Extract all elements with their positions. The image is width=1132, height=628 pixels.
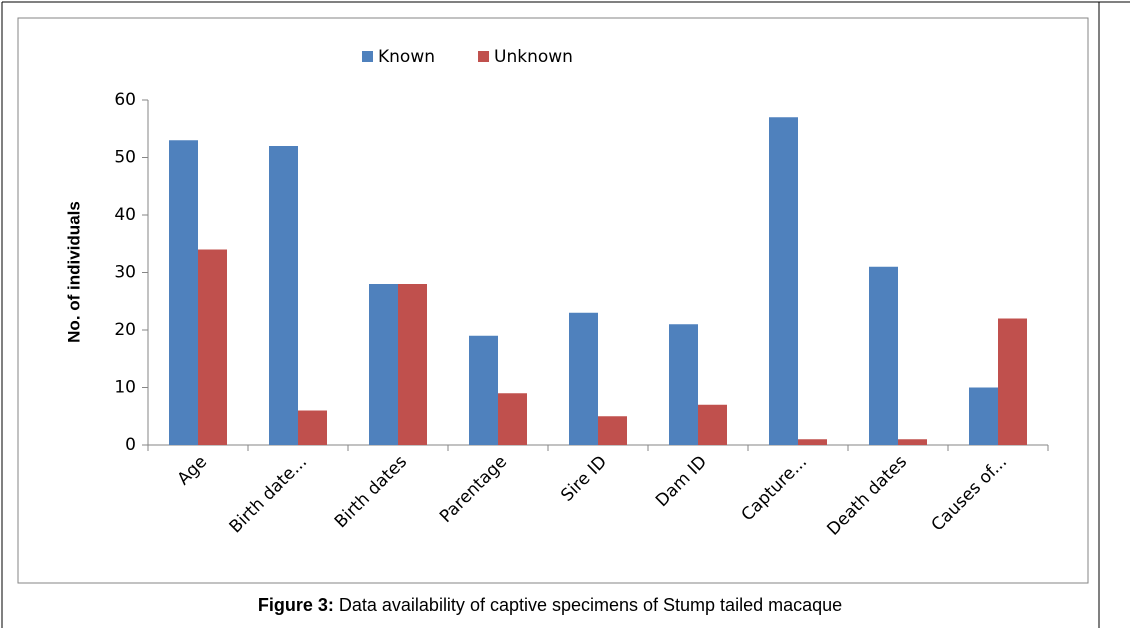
caption: Figure 3: Data availability of captive s…: [258, 595, 842, 615]
y-tick-label: 50: [114, 148, 136, 168]
legend-label: Unknown: [494, 47, 573, 67]
legend-label: Known: [378, 47, 435, 67]
bar: [998, 318, 1027, 445]
y-axis-label: No. of individuals: [64, 201, 83, 343]
y-tick-label: 40: [114, 205, 136, 225]
legend-swatch: [362, 51, 373, 62]
bar: [298, 410, 327, 445]
bar: [669, 324, 698, 445]
bar: [198, 249, 227, 445]
bar: [369, 284, 398, 445]
bar: [398, 284, 427, 445]
y-tick-label: 10: [114, 378, 136, 398]
bar: [598, 416, 627, 445]
y-tick-label: 20: [114, 320, 136, 340]
bar: [469, 335, 498, 445]
y-tick-label: 30: [114, 263, 136, 283]
bar: [698, 404, 727, 445]
bar: [569, 312, 598, 445]
bar: [869, 266, 898, 445]
bar: [898, 439, 927, 445]
caption-label: Figure 3:: [258, 595, 334, 615]
y-tick-label: 0: [125, 435, 136, 455]
bar: [169, 140, 198, 445]
y-tick-label: 60: [114, 90, 136, 110]
caption-text: Data availability of captive specimens o…: [339, 595, 842, 615]
legend-swatch: [478, 51, 490, 62]
bar: [769, 117, 798, 445]
bar: [498, 393, 527, 445]
bar: [798, 439, 827, 445]
bar: [269, 146, 298, 445]
bar: [969, 387, 998, 445]
